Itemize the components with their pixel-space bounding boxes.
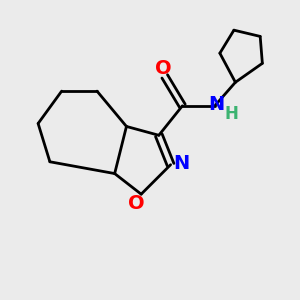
Text: H: H bbox=[224, 105, 238, 123]
Text: O: O bbox=[155, 58, 172, 78]
Text: N: N bbox=[174, 154, 190, 173]
Text: N: N bbox=[208, 95, 224, 114]
Text: O: O bbox=[128, 194, 145, 213]
